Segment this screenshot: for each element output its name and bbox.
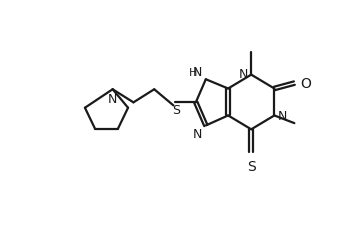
Text: N: N bbox=[239, 68, 248, 81]
Text: S: S bbox=[172, 104, 180, 117]
Text: N: N bbox=[108, 92, 117, 105]
Text: S: S bbox=[247, 159, 256, 173]
Text: N: N bbox=[193, 127, 202, 140]
Text: N: N bbox=[193, 65, 202, 78]
Text: O: O bbox=[301, 77, 311, 91]
Text: H: H bbox=[189, 67, 198, 77]
Text: N: N bbox=[277, 109, 287, 122]
